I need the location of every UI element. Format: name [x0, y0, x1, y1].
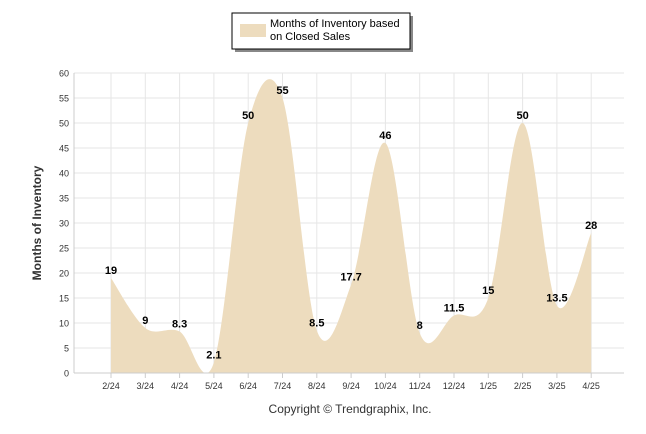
axes: 0 5 10 15 20 25 30 35 40 45 50 55 60 2/24 3/24 4/24 5/24… [59, 69, 624, 391]
x-tick-label: 3/25 [548, 381, 566, 391]
data-label: 55 [276, 85, 288, 97]
x-tick-label: 5/24 [205, 381, 223, 391]
x-tick-label: 7/24 [274, 381, 292, 391]
data-label: 8.3 [172, 319, 187, 331]
x-tick-label: 6/24 [239, 381, 257, 391]
data-label: 19 [105, 265, 117, 277]
legend-swatch [240, 24, 266, 37]
x-tick-label: 1/25 [480, 381, 498, 391]
x-tick-label: 2/24 [102, 381, 120, 391]
x-tick-label: 4/24 [171, 381, 189, 391]
data-label: 28 [585, 220, 597, 232]
data-label: 17.7 [340, 272, 361, 284]
x-tick-label: 3/24 [137, 381, 155, 391]
y-tick-label: 60 [59, 69, 69, 79]
data-label: 11.5 [444, 303, 465, 315]
y-tick-label: 10 [59, 319, 69, 329]
y-tick-label: 55 [59, 94, 69, 104]
y-tick-label: 30 [59, 219, 69, 229]
data-label: 8 [417, 320, 423, 332]
data-label: 2.1 [206, 350, 221, 362]
plot-area [110, 79, 592, 374]
y-axis-title: Months of Inventory [30, 165, 44, 280]
data-label: 13.5 [546, 293, 567, 305]
y-tick-label: 35 [59, 194, 69, 204]
y-tick-label: 50 [59, 119, 69, 129]
copyright-footer: Copyright © Trendgraphix, Inc. [269, 402, 432, 416]
series-area [111, 79, 592, 374]
y-tick-label: 20 [59, 269, 69, 279]
x-tick-label: 2/25 [514, 381, 532, 391]
x-tick-label: 12/24 [443, 381, 466, 391]
data-labels: 19 9 8.3 2.1 50 55 8.5 17.7 46 8 11.5 15 50 13.5 28 [105, 85, 597, 362]
y-tick-label: 45 [59, 144, 69, 154]
data-label: 8.5 [309, 318, 324, 330]
y-tick-label: 0 [64, 369, 69, 379]
x-tick-label: 10/24 [374, 381, 397, 391]
y-tick-label: 5 [64, 344, 69, 354]
legend-label-line-2: on Closed Sales [270, 31, 351, 43]
x-tick-label: 8/24 [308, 381, 326, 391]
data-label: 15 [482, 285, 494, 297]
y-tick-label: 40 [59, 169, 69, 179]
data-label: 50 [242, 110, 254, 122]
data-label: 50 [516, 110, 528, 122]
data-label: 46 [379, 130, 391, 142]
y-tick-label: 25 [59, 244, 69, 254]
x-tick-label: 9/24 [342, 381, 360, 391]
legend-label-line-1: Months of Inventory based [270, 18, 400, 30]
legend: Months of Inventory based on Closed Sale… [231, 12, 413, 52]
x-tick-label: 11/24 [409, 381, 431, 391]
x-tick-label: 4/25 [582, 381, 600, 391]
data-label: 9 [142, 315, 148, 327]
y-tick-label: 15 [59, 294, 69, 304]
